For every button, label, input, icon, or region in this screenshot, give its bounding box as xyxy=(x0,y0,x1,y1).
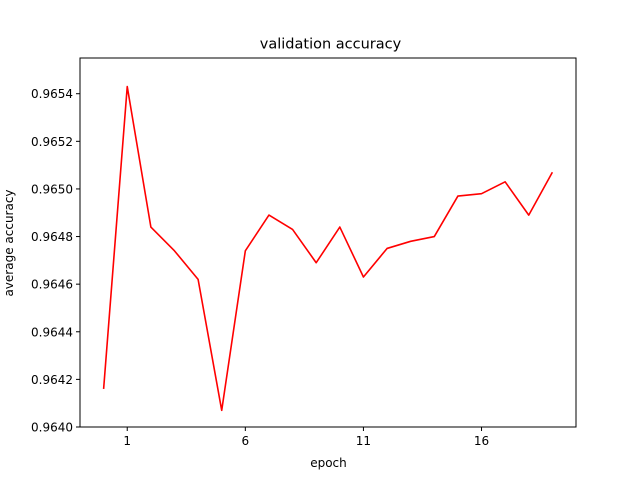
x-axis: 1 6 11 16 xyxy=(123,427,489,448)
y-tick-label-4: 0.9648 xyxy=(31,230,73,244)
x-tick-label-1: 6 xyxy=(242,434,250,448)
x-tick-label-2: 11 xyxy=(356,434,371,448)
y-tick-label-1: 0.9642 xyxy=(31,373,73,387)
x-tick-label-0: 1 xyxy=(123,434,131,448)
y-axis: 0.9640 0.9642 0.9644 0.9646 0.9648 0.9650 0.96… xyxy=(31,87,80,435)
plot-frame xyxy=(79,57,577,428)
x-axis-label: epoch xyxy=(310,456,347,470)
y-tick-label-5: 0.9650 xyxy=(31,182,73,196)
y-tick-label-2: 0.9644 xyxy=(31,325,73,339)
chart-title: validation accuracy xyxy=(260,37,402,53)
y-tick-label-6: 0.9652 xyxy=(31,135,73,149)
y-tick-label-0: 0.9640 xyxy=(31,421,73,435)
series-layer xyxy=(102,85,554,412)
plot-area xyxy=(79,57,577,428)
series-line-0 xyxy=(102,85,554,412)
y-tick-label-3: 0.9646 xyxy=(31,278,73,292)
y-tick-label-7: 0.9654 xyxy=(31,87,73,101)
y-axis-label: average accuracy xyxy=(2,189,16,296)
x-tick-label-3: 16 xyxy=(474,434,489,448)
